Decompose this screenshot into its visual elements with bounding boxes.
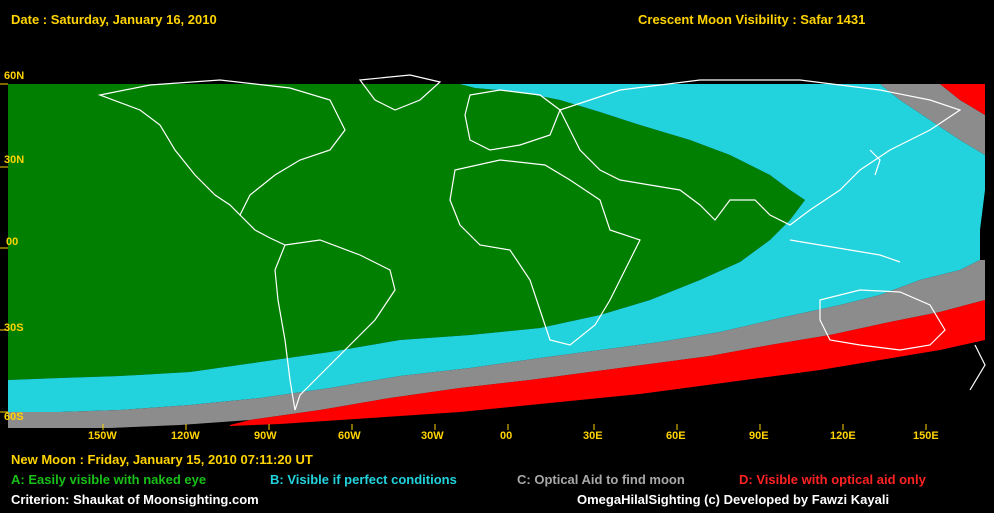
legend-item-a: A: Easily visible with naked eye	[11, 472, 207, 487]
zone-c-region	[880, 84, 985, 155]
zone-c-region-south	[8, 260, 985, 428]
continent-outlines	[97, 74, 986, 411]
new-moon-label: New Moon : Friday, January 15, 2010 07:1…	[11, 452, 313, 467]
lon-label-120w: 120W	[171, 430, 200, 442]
legend-item-c: C: Optical Aid to find moon	[517, 472, 685, 487]
lon-label-30e: 30E	[583, 430, 603, 442]
map-title: Crescent Moon Visibility : Safar 1431	[638, 12, 866, 27]
zone-d-region-south	[230, 300, 985, 426]
lat-ticks	[0, 83, 8, 413]
lon-label-120e: 120E	[830, 430, 856, 442]
legend-item-d: D: Visible with optical aid only	[739, 472, 926, 487]
lon-label-60e: 60E	[666, 430, 686, 442]
lon-ticks	[102, 424, 927, 430]
lon-label-60w: 60W	[338, 430, 361, 442]
lat-label-30s: 30S	[4, 322, 24, 334]
lon-label-90w: 90W	[254, 430, 277, 442]
date-label: Date : Saturday, January 16, 2010	[11, 12, 217, 27]
lat-label-30n: 30N	[4, 154, 25, 166]
legend-item-b: B: Visible if perfect conditions	[270, 472, 457, 487]
lon-label-00: 00	[500, 430, 513, 442]
zone-b-region	[8, 84, 985, 412]
lon-label-150w: 150W	[88, 430, 117, 442]
lon-label-150e: 150E	[913, 430, 939, 442]
zone-d-region	[940, 84, 985, 115]
lon-label-90e: 90E	[749, 430, 769, 442]
credit-label: OmegaHilalSighting (c) Developed by Fawz…	[577, 492, 890, 507]
lon-label-30w: 30W	[421, 430, 444, 442]
lat-label-60n: 60N	[4, 70, 25, 82]
lat-label-00: 00	[6, 236, 19, 248]
criterion-label: Criterion: Shaukat of Moonsighting.com	[11, 492, 259, 507]
lat-label-60s: 60S	[4, 411, 24, 423]
